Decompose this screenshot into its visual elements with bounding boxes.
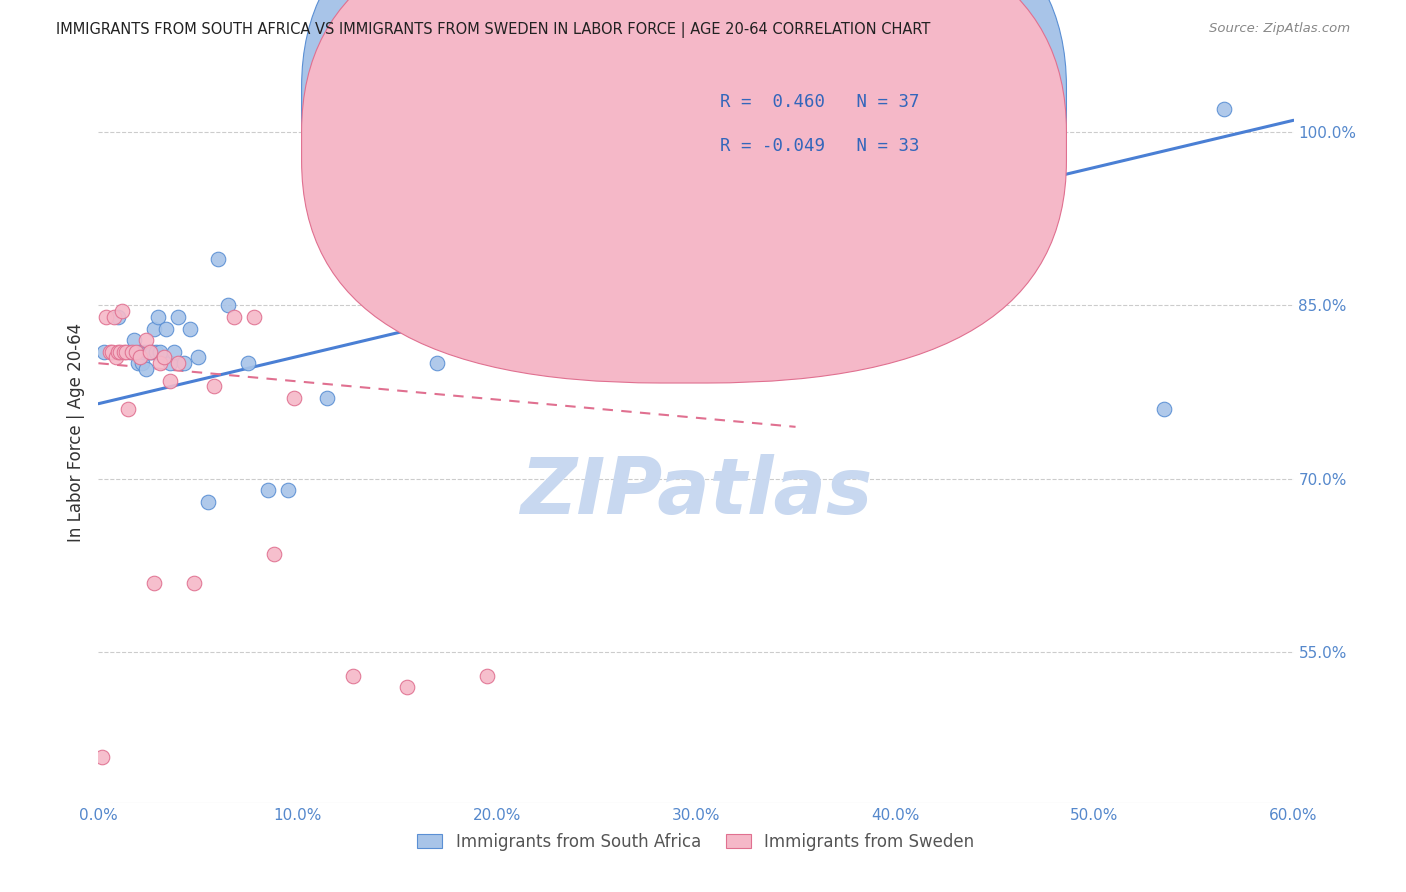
Point: [159, 356, 181, 370]
Legend: Immigrants from South Africa, Immigrants from Sweden: Immigrants from South Africa, Immigrants…: [411, 826, 981, 857]
Point: [131, 356, 153, 370]
Point: [183, 576, 205, 591]
Point: [149, 344, 172, 359]
Point: [134, 344, 156, 359]
Point: [695, 356, 717, 370]
Point: [120, 344, 142, 359]
Text: R =  0.460   N = 37: R = 0.460 N = 37: [720, 93, 920, 111]
Point: [475, 218, 498, 232]
Point: [110, 344, 132, 359]
Text: ZIPatlas: ZIPatlas: [520, 454, 872, 530]
Text: Source: ZipAtlas.com: Source: ZipAtlas.com: [1209, 22, 1350, 36]
Point: [475, 668, 498, 682]
Point: [148, 310, 170, 324]
Point: [129, 351, 152, 365]
Point: [207, 252, 229, 266]
Point: [124, 333, 146, 347]
Point: [375, 263, 398, 277]
Point: [98, 344, 122, 359]
Point: [129, 344, 152, 359]
Point: [695, 281, 717, 295]
Point: [135, 333, 157, 347]
Point: [105, 351, 128, 365]
Text: IMMIGRANTS FROM SOUTH AFRICA VS IMMIGRANTS FROM SWEDEN IN LABOR FORCE | AGE 20-6: IMMIGRANTS FROM SOUTH AFRICA VS IMMIGRAN…: [56, 22, 931, 38]
Point: [121, 344, 143, 359]
Point: [217, 298, 239, 312]
Point: [103, 310, 125, 324]
Point: [197, 495, 219, 509]
Point: [107, 310, 129, 324]
Point: [117, 402, 139, 417]
Point: [112, 344, 135, 359]
Point: [107, 344, 129, 359]
Point: [163, 344, 186, 359]
Point: [143, 576, 166, 591]
Point: [141, 344, 163, 359]
Point: [139, 344, 162, 359]
Point: [125, 344, 148, 359]
Point: [167, 310, 190, 324]
Point: [187, 351, 209, 365]
Point: [139, 344, 162, 359]
Point: [173, 356, 195, 370]
Point: [256, 483, 278, 498]
Point: [342, 668, 364, 682]
Point: [115, 344, 138, 359]
Point: [316, 391, 339, 405]
Point: [202, 379, 225, 393]
FancyBboxPatch shape: [630, 66, 1012, 185]
Point: [93, 344, 115, 359]
Point: [243, 310, 266, 324]
Point: [263, 547, 285, 561]
Point: [167, 356, 190, 370]
Point: [135, 362, 157, 376]
Point: [101, 344, 124, 359]
Point: [179, 321, 201, 335]
Point: [277, 483, 299, 498]
Point: [145, 344, 167, 359]
Point: [222, 310, 245, 324]
FancyBboxPatch shape: [302, 0, 1067, 339]
Point: [426, 356, 449, 370]
Point: [136, 344, 159, 359]
Point: [149, 356, 172, 370]
Point: [143, 321, 166, 335]
Point: [155, 321, 177, 335]
Point: [236, 356, 259, 370]
Point: [153, 351, 176, 365]
Point: [96, 310, 118, 324]
Point: [1153, 402, 1175, 417]
Point: [396, 680, 419, 694]
FancyBboxPatch shape: [302, 0, 1067, 383]
Point: [516, 102, 538, 116]
Point: [127, 356, 149, 370]
Point: [283, 391, 305, 405]
Point: [336, 218, 359, 232]
Point: [111, 304, 134, 318]
Point: [1212, 102, 1234, 116]
Y-axis label: In Labor Force | Age 20-64: In Labor Force | Age 20-64: [67, 323, 86, 542]
Text: R = -0.049   N = 33: R = -0.049 N = 33: [720, 137, 920, 155]
Point: [159, 374, 181, 388]
Point: [91, 749, 114, 764]
